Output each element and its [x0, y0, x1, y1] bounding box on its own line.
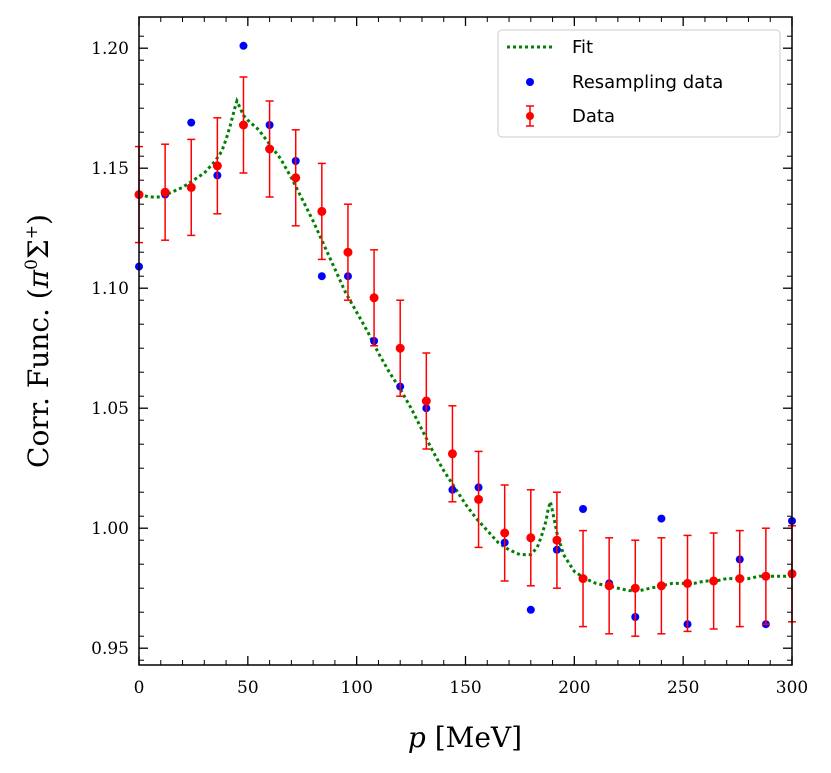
x-axis-title: p [MeV]	[408, 721, 522, 754]
legend-box	[497, 29, 781, 138]
resampling-point	[526, 605, 535, 614]
x-tick-label: 150	[449, 678, 481, 698]
data-point	[578, 574, 588, 584]
data-point	[761, 571, 771, 581]
x-tick-label: 0	[134, 678, 145, 698]
y-tick-label: 0.95	[91, 639, 129, 659]
y-tick-label: 1.00	[91, 519, 129, 539]
x-tick-labels: 0 50 100 150 200 250 300	[134, 678, 809, 698]
resampling-point	[579, 505, 588, 513]
x-tick-label: 50	[237, 678, 259, 698]
y-tick-label: 1.10	[91, 279, 129, 299]
x-tick-label: 100	[340, 678, 372, 698]
data-point	[474, 494, 484, 504]
data-point	[291, 173, 301, 183]
data-point	[709, 576, 719, 586]
fit-line	[139, 96, 792, 593]
data-point	[343, 247, 353, 257]
y-tick-label: 1.20	[91, 39, 129, 59]
data-point	[395, 343, 405, 353]
x-tick-label: 300	[776, 678, 808, 698]
legend-resampling-label: Resampling data	[572, 72, 723, 93]
fit-series	[139, 96, 792, 593]
data-point	[630, 583, 640, 593]
legend-fit-label: Fit	[572, 37, 593, 58]
resampling-point	[657, 514, 666, 523]
data-point	[447, 449, 457, 459]
x-tick-label: 200	[558, 678, 590, 698]
y-tick-labels: 0.95 1.00 1.05 1.10 1.15 1.20	[91, 39, 129, 659]
data-point	[421, 396, 431, 406]
legend-data-swatch	[526, 112, 534, 120]
data-point	[552, 535, 562, 545]
data-point	[604, 581, 614, 591]
legend: Fit Resampling data Data	[497, 29, 781, 138]
y-tick-label: 1.05	[91, 399, 129, 419]
data-point	[212, 161, 222, 171]
plot-frame	[138, 16, 793, 666]
data-point	[683, 578, 693, 588]
data-point	[656, 581, 666, 591]
data-point	[317, 206, 327, 216]
data-point	[186, 182, 196, 192]
resampling-series	[135, 41, 796, 629]
data-point	[369, 293, 379, 303]
y-axis-title: Corr. Func. (π0Σ+)	[22, 214, 55, 468]
data-point	[160, 187, 170, 197]
data-point	[735, 574, 745, 584]
data-series	[134, 76, 797, 637]
resampling-point	[187, 118, 196, 127]
data-point	[238, 120, 248, 130]
legend-data-label: Data	[572, 106, 615, 127]
x-tick-label: 250	[667, 678, 699, 698]
legend-resampling-swatch	[526, 78, 534, 86]
y-tick-label: 1.15	[91, 159, 129, 179]
data-point	[265, 144, 275, 154]
resampling-point	[239, 41, 248, 50]
resampling-point	[317, 272, 326, 281]
data-point	[526, 533, 536, 543]
data-point	[500, 528, 510, 538]
